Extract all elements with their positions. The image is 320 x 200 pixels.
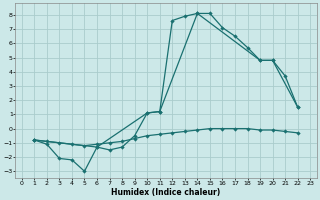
X-axis label: Humidex (Indice chaleur): Humidex (Indice chaleur)	[111, 188, 220, 197]
